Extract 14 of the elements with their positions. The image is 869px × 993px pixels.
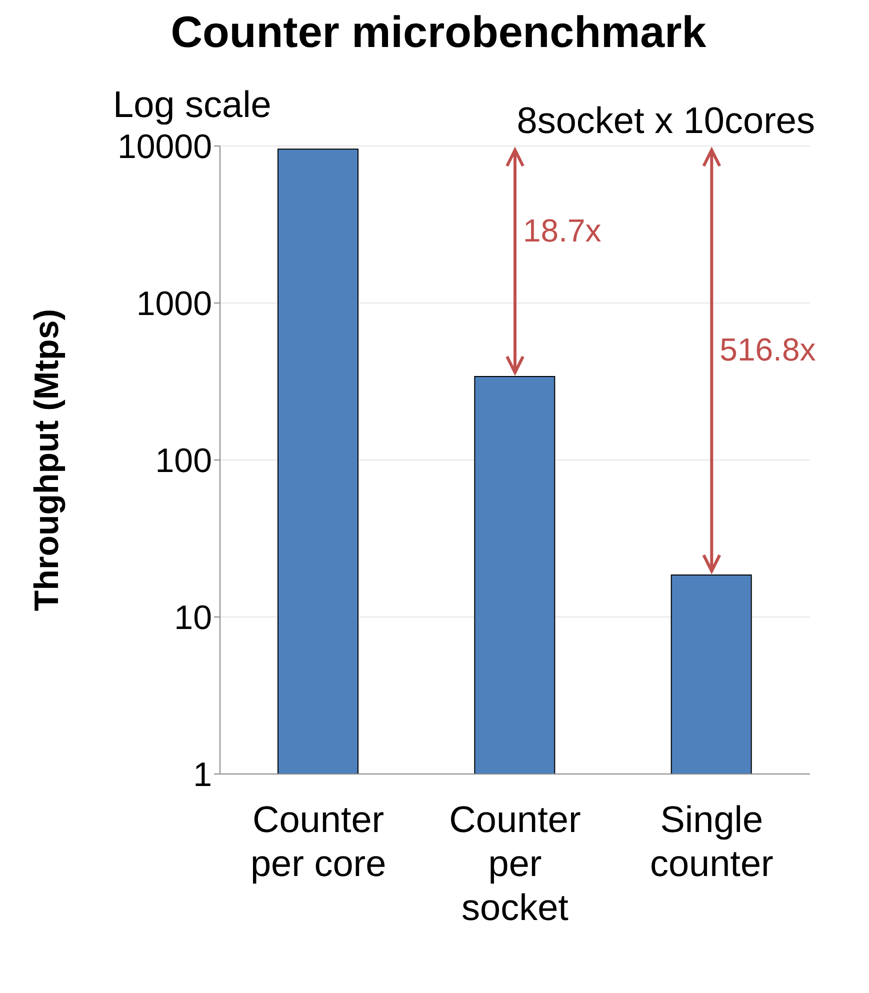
annotation: 516.8x (720, 332, 816, 368)
x-tick-label: Counter per core (250, 799, 386, 884)
y-tick-label: 10 (174, 599, 212, 638)
y-tick-label: 100 (155, 442, 212, 480)
text: Log scale (113, 84, 272, 126)
text: 8socket x 10cores (516, 100, 815, 142)
x-tick-label: Counter per socket (449, 799, 581, 928)
y-tick-label: 1 (193, 756, 212, 794)
y-tick-label: 10000 (117, 128, 212, 166)
annotation: 18.7x (523, 212, 602, 248)
x-tick-label: Single counter (650, 799, 774, 884)
y-axis-title: Throughput (Mtps) (28, 308, 66, 612)
y-tick-label: 1000 (136, 285, 212, 324)
chart-title: Counter microbenchmark (170, 8, 708, 58)
